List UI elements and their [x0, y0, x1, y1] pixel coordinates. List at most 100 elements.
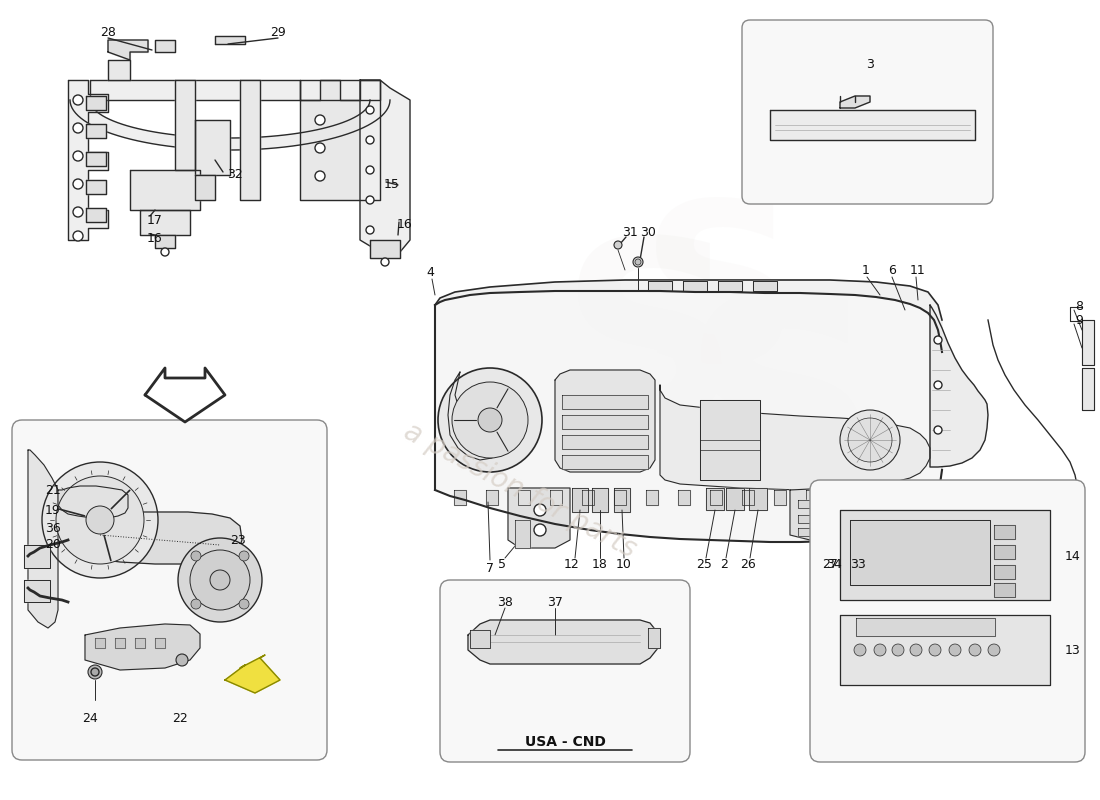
Circle shape — [934, 381, 942, 389]
Polygon shape — [840, 615, 1050, 685]
Polygon shape — [486, 490, 498, 505]
Circle shape — [161, 248, 169, 256]
Polygon shape — [840, 96, 870, 108]
Circle shape — [452, 382, 528, 458]
Circle shape — [239, 599, 249, 609]
Polygon shape — [556, 370, 654, 472]
Polygon shape — [648, 281, 672, 291]
Polygon shape — [683, 281, 707, 291]
Circle shape — [315, 171, 324, 181]
Polygon shape — [58, 486, 128, 518]
Text: 16: 16 — [397, 218, 412, 231]
Text: 1: 1 — [862, 263, 870, 277]
Polygon shape — [994, 525, 1015, 539]
Polygon shape — [742, 490, 754, 505]
Polygon shape — [562, 395, 648, 409]
Circle shape — [930, 644, 940, 656]
Polygon shape — [870, 490, 882, 505]
Text: 27: 27 — [822, 558, 838, 571]
Polygon shape — [592, 488, 608, 512]
Circle shape — [934, 336, 942, 344]
Circle shape — [190, 550, 250, 610]
Text: 32: 32 — [227, 169, 243, 182]
Circle shape — [438, 368, 542, 472]
Text: 11: 11 — [910, 263, 926, 277]
Text: 4: 4 — [426, 266, 433, 279]
Polygon shape — [434, 280, 942, 352]
Polygon shape — [572, 488, 588, 512]
Text: 25: 25 — [696, 558, 712, 571]
Polygon shape — [62, 500, 242, 564]
Circle shape — [848, 418, 892, 462]
Polygon shape — [562, 435, 648, 449]
Circle shape — [88, 665, 102, 679]
Polygon shape — [614, 488, 630, 512]
Circle shape — [614, 241, 622, 249]
Polygon shape — [86, 96, 106, 110]
Polygon shape — [900, 488, 928, 535]
Text: S: S — [560, 229, 740, 471]
Polygon shape — [838, 490, 850, 505]
Text: 36: 36 — [45, 522, 60, 534]
Text: 17: 17 — [147, 214, 163, 226]
Text: S: S — [680, 285, 880, 555]
Circle shape — [635, 259, 641, 265]
Polygon shape — [518, 490, 530, 505]
Polygon shape — [86, 208, 106, 222]
Text: 34: 34 — [826, 558, 842, 571]
Circle shape — [910, 644, 922, 656]
Circle shape — [91, 668, 99, 676]
Text: 20: 20 — [45, 538, 60, 551]
Circle shape — [191, 599, 201, 609]
Polygon shape — [226, 655, 280, 693]
Polygon shape — [562, 415, 648, 429]
FancyBboxPatch shape — [440, 580, 690, 762]
Polygon shape — [468, 620, 658, 664]
Circle shape — [478, 408, 502, 432]
Text: 22: 22 — [172, 711, 188, 725]
Polygon shape — [1082, 320, 1094, 365]
Polygon shape — [108, 60, 130, 80]
Text: 19: 19 — [45, 503, 60, 517]
Polygon shape — [515, 520, 530, 548]
Polygon shape — [68, 80, 108, 240]
Circle shape — [854, 644, 866, 656]
Circle shape — [315, 143, 324, 153]
FancyBboxPatch shape — [742, 20, 993, 204]
Circle shape — [949, 644, 961, 656]
Polygon shape — [86, 180, 106, 194]
Circle shape — [73, 179, 82, 189]
Circle shape — [534, 504, 546, 516]
Polygon shape — [582, 490, 594, 505]
Polygon shape — [774, 490, 786, 505]
Polygon shape — [95, 638, 104, 648]
Polygon shape — [145, 368, 226, 422]
Polygon shape — [155, 40, 175, 52]
Polygon shape — [614, 490, 626, 505]
Circle shape — [906, 504, 914, 512]
Circle shape — [39, 586, 46, 594]
Polygon shape — [470, 630, 490, 648]
Text: 6: 6 — [888, 263, 895, 277]
Circle shape — [892, 644, 904, 656]
Circle shape — [239, 551, 249, 561]
Circle shape — [534, 524, 546, 536]
FancyBboxPatch shape — [810, 480, 1085, 762]
Polygon shape — [706, 488, 724, 510]
Polygon shape — [24, 580, 50, 602]
Circle shape — [366, 136, 374, 144]
Circle shape — [191, 551, 201, 561]
Polygon shape — [155, 638, 165, 648]
Text: 3: 3 — [866, 58, 873, 71]
Polygon shape — [155, 235, 175, 248]
Polygon shape — [448, 372, 501, 460]
Circle shape — [632, 257, 644, 267]
Circle shape — [39, 556, 46, 564]
Polygon shape — [130, 170, 200, 210]
Polygon shape — [646, 490, 658, 505]
Polygon shape — [798, 500, 824, 508]
Circle shape — [73, 207, 82, 217]
Polygon shape — [902, 490, 914, 505]
Polygon shape — [195, 175, 214, 200]
Polygon shape — [806, 490, 818, 505]
